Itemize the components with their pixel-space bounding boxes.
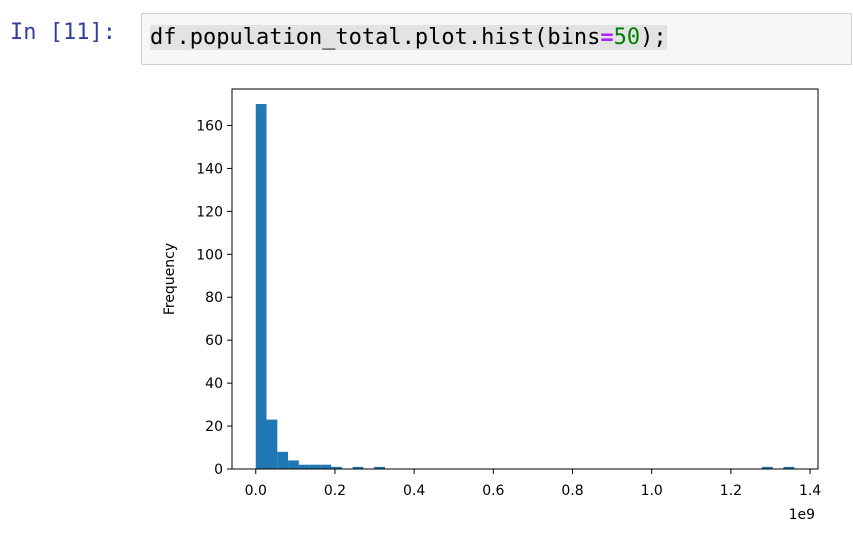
x-axis: 0.0 0.2 0.4 0.6 0.8 1.0 1.2 1.4 xyxy=(245,469,821,499)
y-tick-label: 160 xyxy=(196,118,223,134)
histogram-bar xyxy=(255,104,267,469)
y-axis: 0 20 40 60 80 100 120 140 160 xyxy=(196,118,232,478)
x-tick-label: 1.4 xyxy=(799,483,821,499)
x-tick-label: 0.0 xyxy=(245,483,267,499)
histogram-chart: 0 20 40 60 80 100 120 140 160 0.0 0.2 0.4 0.6 0.8 1.0… xyxy=(162,88,821,523)
x-axis-offset-label: 1e9 xyxy=(789,507,815,523)
histogram-bar xyxy=(309,464,321,469)
histogram-bar xyxy=(320,464,332,469)
axes-frame xyxy=(231,88,819,470)
y-tick-label: 80 xyxy=(205,290,223,306)
x-tick-label: 0.2 xyxy=(324,483,346,499)
y-tick-label: 20 xyxy=(205,419,223,435)
x-tick-label: 0.4 xyxy=(403,483,425,499)
histogram-bar xyxy=(761,466,773,469)
code-object-token: df.population_total.plot.hist(bins xyxy=(150,25,601,50)
y-axis-label: Frequency xyxy=(162,243,178,315)
code-operator-token: = xyxy=(600,25,614,50)
y-tick-label: 0 xyxy=(214,462,223,478)
cell-prompt: In [11]: xyxy=(10,20,116,45)
code-suffix-token: ); xyxy=(640,25,667,50)
code-selection: df.population_total.plot.hist(bins=50); xyxy=(150,25,667,50)
histogram-bar xyxy=(374,466,385,469)
y-tick-label: 60 xyxy=(205,333,223,349)
code-line[interactable]: df.population_total.plot.hist(bins=50); xyxy=(150,25,667,50)
cell-output-area: 0 20 40 60 80 100 120 140 160 0.0 0.2 0.4 0.6 0.8 1.0… xyxy=(0,70,853,535)
y-tick-label: 120 xyxy=(196,204,223,220)
histogram-bars xyxy=(255,104,795,469)
y-tick-label: 140 xyxy=(196,161,223,177)
x-tick-label: 1.2 xyxy=(720,483,742,499)
histogram-bar xyxy=(783,466,795,469)
code-input-cell[interactable]: df.population_total.plot.hist(bins=50); xyxy=(141,13,852,65)
code-number-token: 50 xyxy=(613,25,641,50)
x-tick-label: 0.6 xyxy=(482,483,504,499)
histogram-bar xyxy=(288,460,299,469)
histogram-bar xyxy=(277,451,289,469)
y-tick-label: 100 xyxy=(196,247,223,263)
histogram-bar xyxy=(298,464,310,469)
y-tick-label: 40 xyxy=(205,376,223,392)
histogram-bar xyxy=(266,419,278,469)
histogram-bar xyxy=(331,466,342,469)
x-tick-label: 0.8 xyxy=(561,483,583,499)
x-tick-label: 1.0 xyxy=(641,483,663,499)
histogram-bar xyxy=(352,466,364,469)
